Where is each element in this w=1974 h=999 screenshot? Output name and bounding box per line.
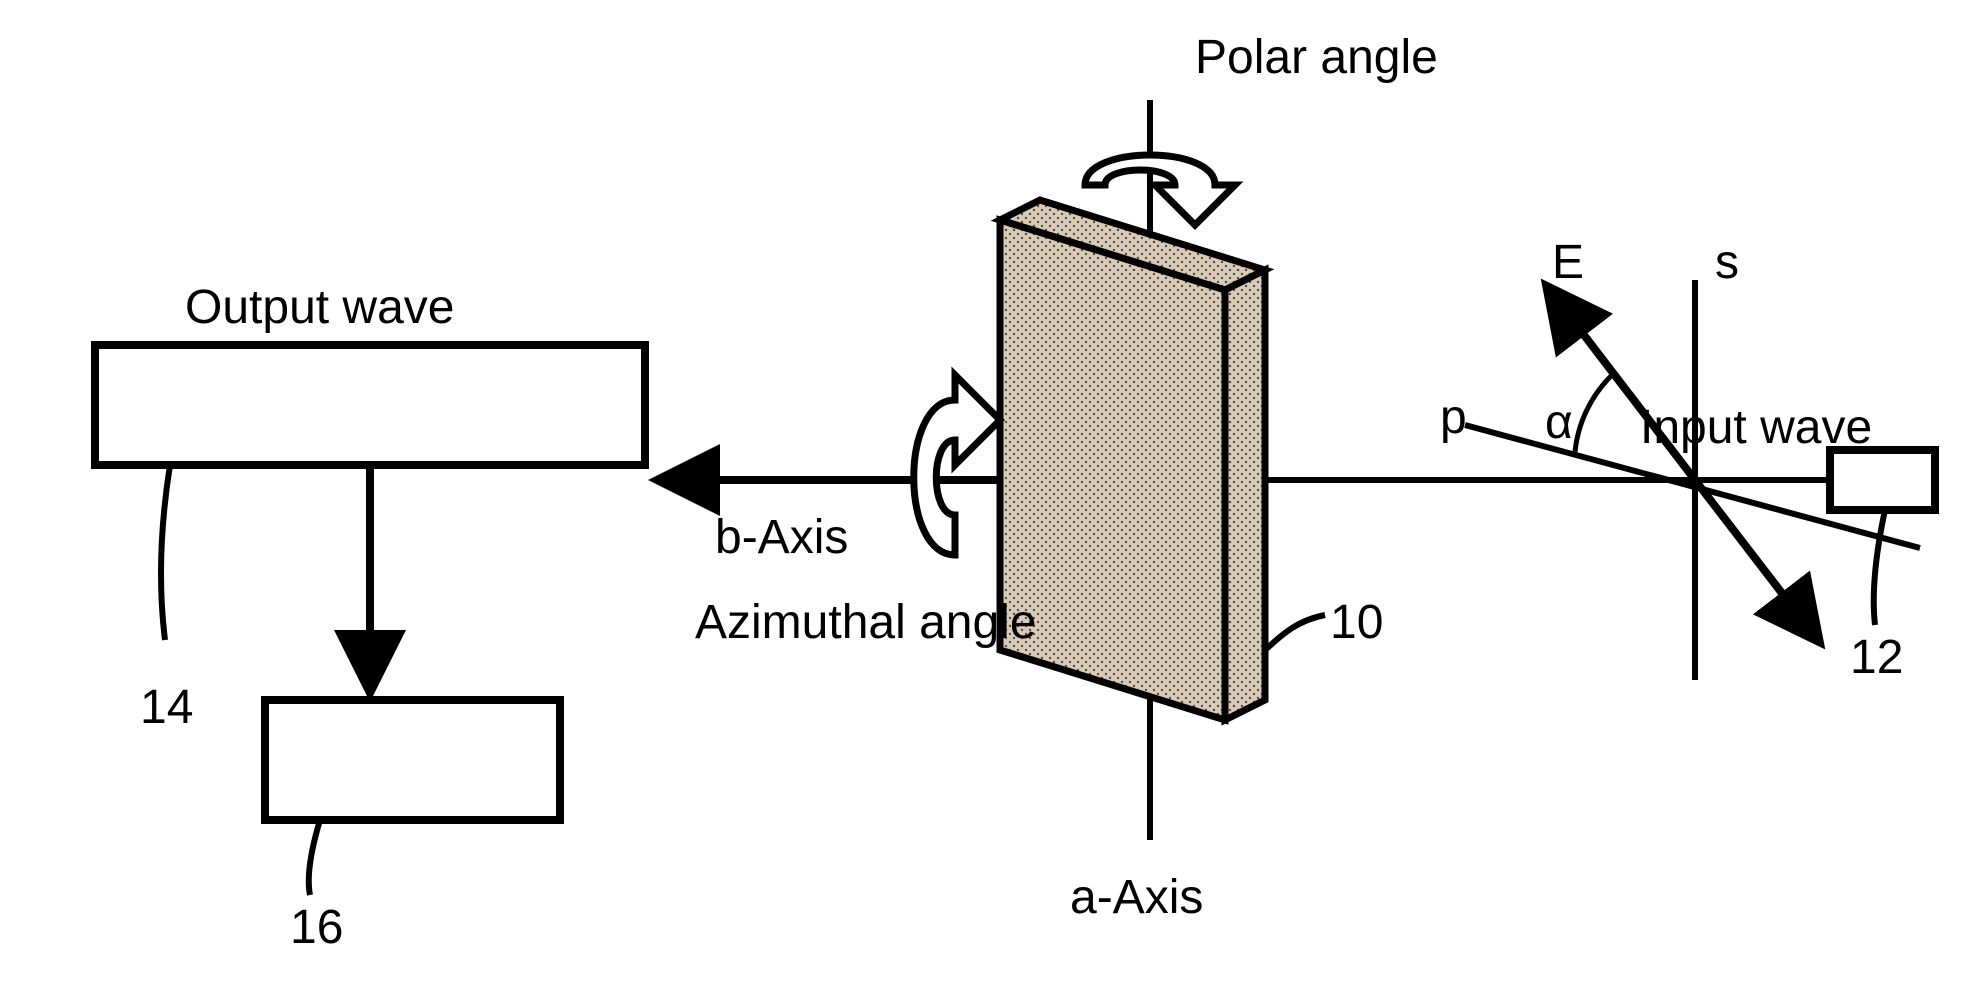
output-wave-box [95, 345, 645, 465]
azimuthal-angle-arrow [914, 375, 1000, 555]
sample-side [1225, 270, 1265, 720]
label-polar-angle: Polar angle [1195, 30, 1438, 85]
label-ref-12: 12 [1850, 630, 1903, 685]
label-azimuthal-angle: Azimuthal angle [695, 595, 1037, 650]
label-b-axis: b-Axis [715, 510, 848, 565]
polar-angle-arrow [1085, 155, 1235, 225]
label-s: s [1715, 235, 1739, 290]
label-E: E [1552, 235, 1584, 290]
diagram-canvas: Polar angle Output wave b-Axis Azimuthal… [0, 0, 1974, 999]
alpha-arc [1575, 375, 1612, 452]
label-alpha: α [1545, 395, 1573, 450]
label-p: p [1440, 390, 1467, 445]
label-ref-16: 16 [290, 900, 343, 955]
label-ref-14: 14 [140, 680, 193, 735]
leader-12 [1874, 510, 1885, 625]
label-a-axis: a-Axis [1070, 870, 1203, 925]
label-input-wave: Input wave [1640, 400, 1872, 455]
label-output-wave: Output wave [185, 280, 454, 335]
box-16 [265, 700, 560, 820]
leader-16 [309, 820, 320, 895]
label-ref-10: 10 [1330, 595, 1383, 650]
leader-14 [161, 465, 170, 640]
diagram-svg [0, 0, 1974, 999]
input-wave-box [1830, 450, 1935, 510]
